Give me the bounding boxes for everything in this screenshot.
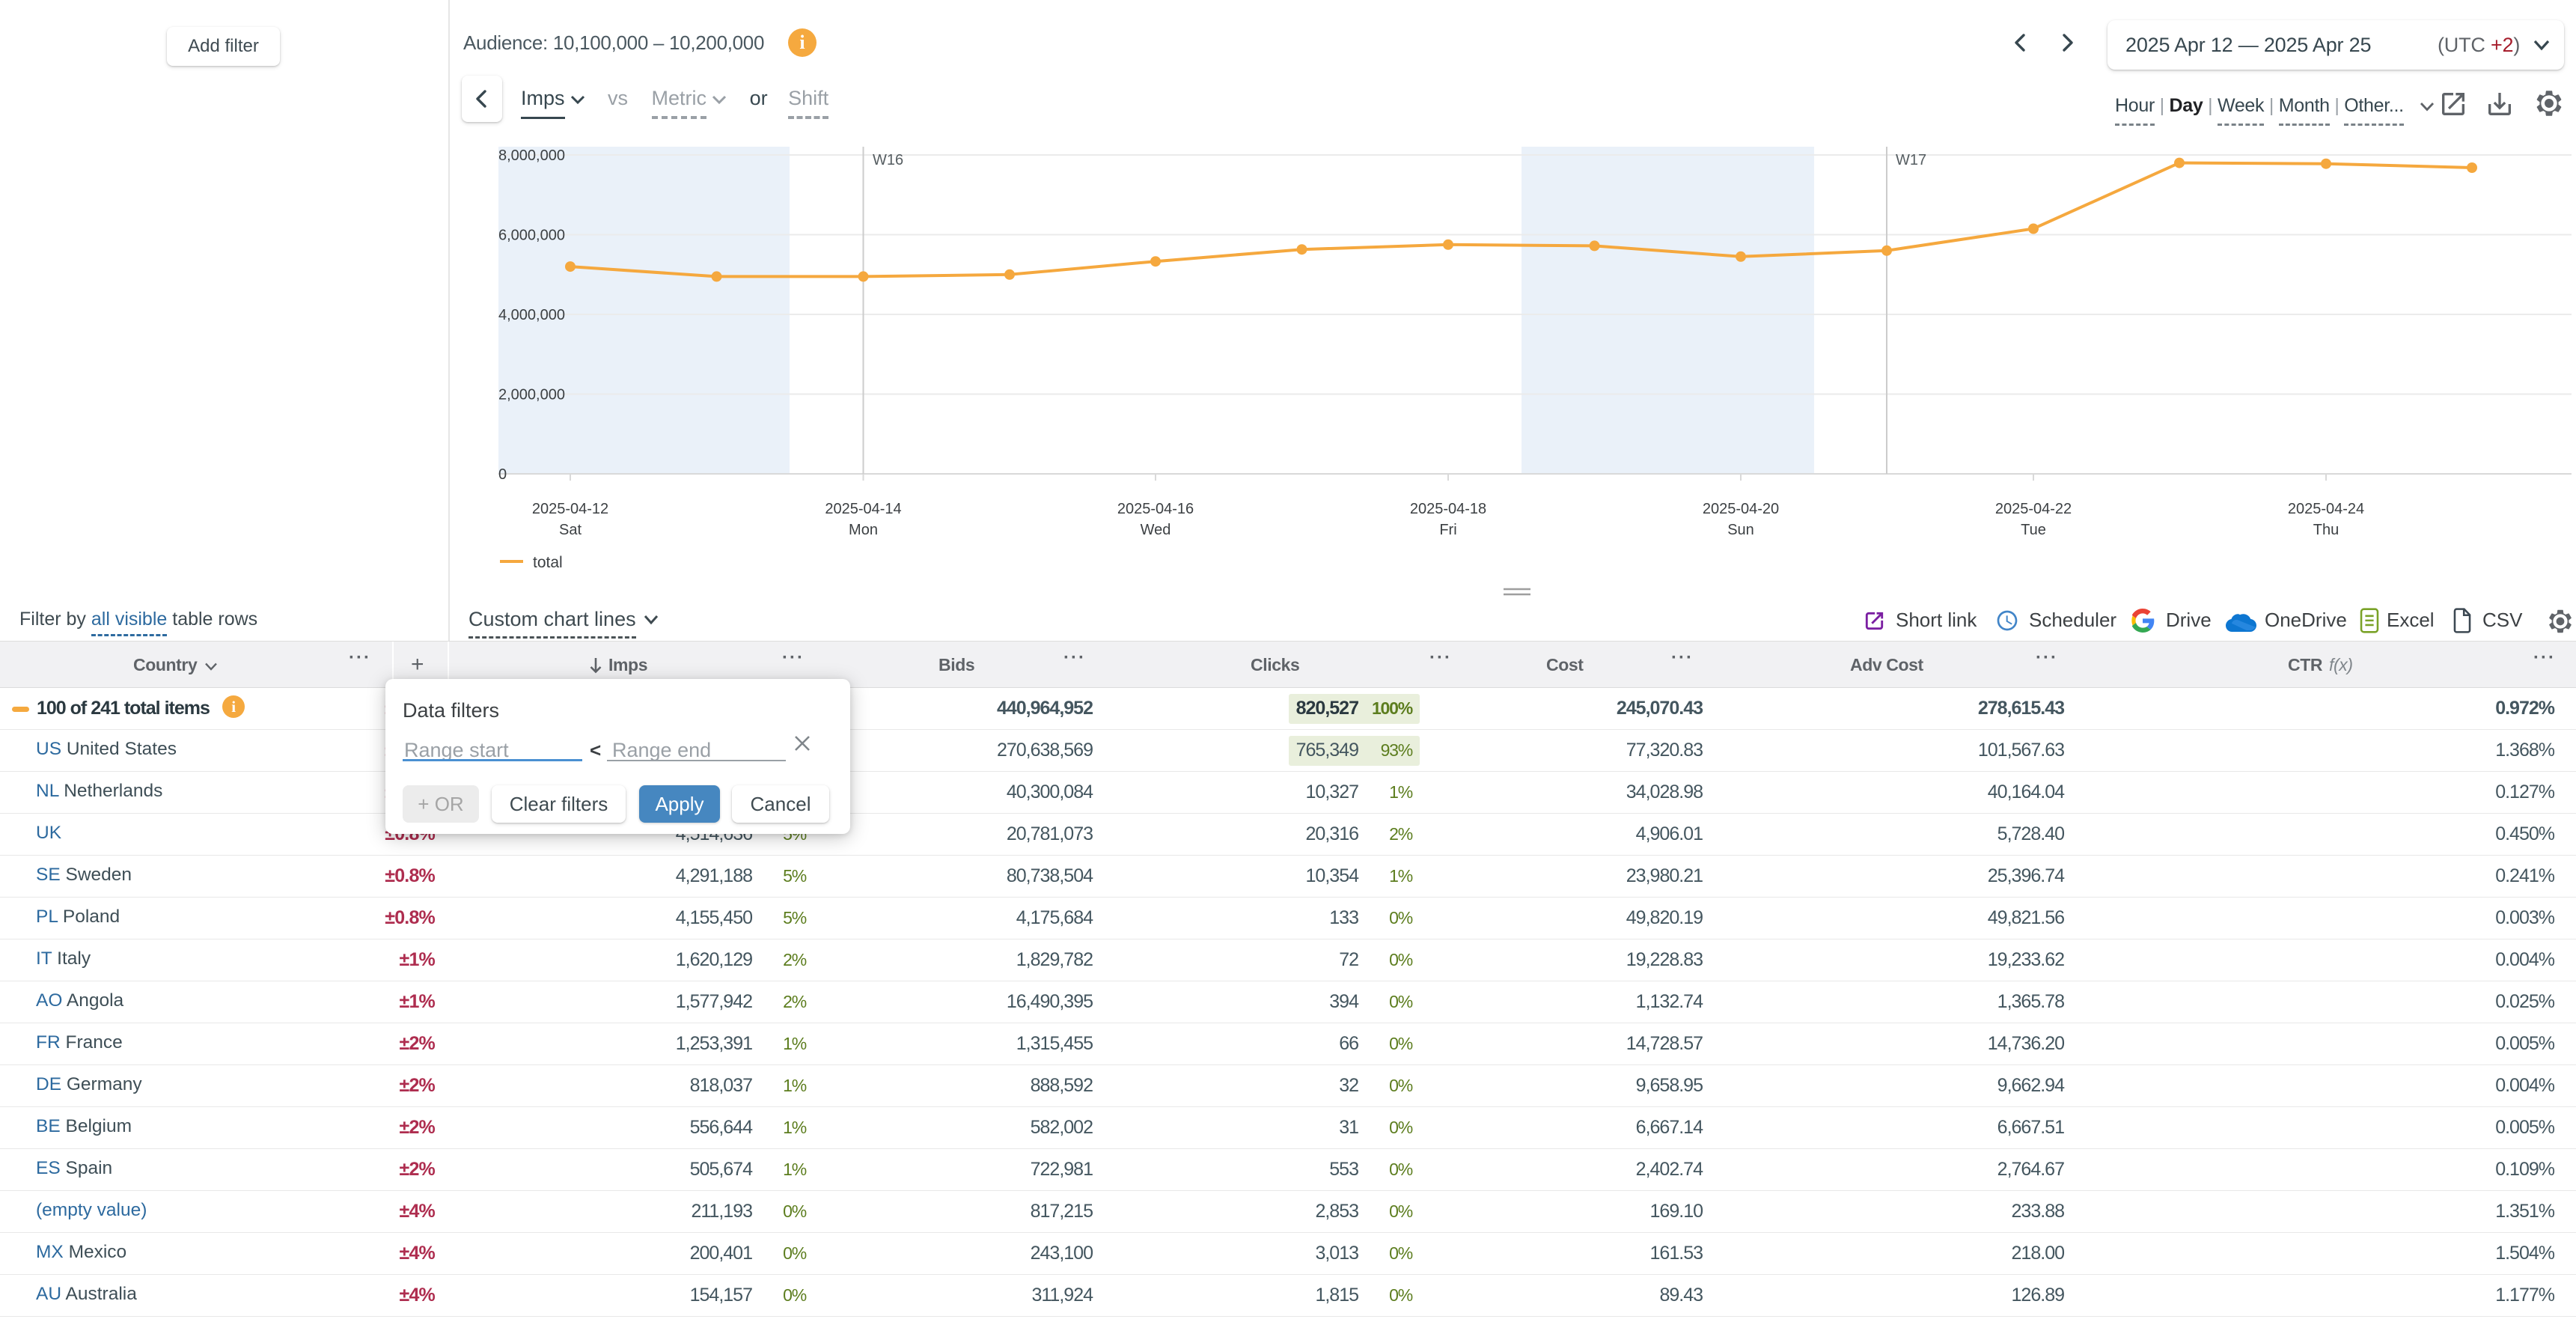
svg-text:W17: W17 (1896, 152, 1926, 168)
svg-text:8,000,000: 8,000,000 (498, 147, 565, 164)
svg-text:2025-04-12: 2025-04-12 (532, 501, 608, 517)
svg-text:Sun: Sun (1727, 522, 1754, 538)
svg-text:Fri: Fri (1439, 522, 1456, 538)
svg-text:Thu: Thu (2313, 522, 2339, 538)
svg-text:total: total (533, 554, 563, 571)
svg-text:0: 0 (498, 466, 507, 483)
svg-text:Sat: Sat (559, 522, 582, 538)
svg-text:2,000,000: 2,000,000 (498, 387, 565, 403)
svg-text:2025-04-18: 2025-04-18 (1410, 501, 1486, 517)
svg-text:2025-04-16: 2025-04-16 (1117, 501, 1194, 517)
svg-text:Wed: Wed (1141, 522, 1171, 538)
svg-text:2025-04-14: 2025-04-14 (825, 501, 901, 517)
svg-text:W16: W16 (873, 152, 903, 168)
svg-text:4,000,000: 4,000,000 (498, 307, 565, 323)
svg-text:2025-04-22: 2025-04-22 (1995, 501, 2072, 517)
svg-text:Tue: Tue (2021, 522, 2046, 538)
svg-text:2025-04-20: 2025-04-20 (1703, 501, 1779, 517)
svg-text:6,000,000: 6,000,000 (498, 228, 565, 244)
svg-text:2025-04-24: 2025-04-24 (2288, 501, 2364, 517)
svg-text:Mon: Mon (849, 522, 878, 538)
